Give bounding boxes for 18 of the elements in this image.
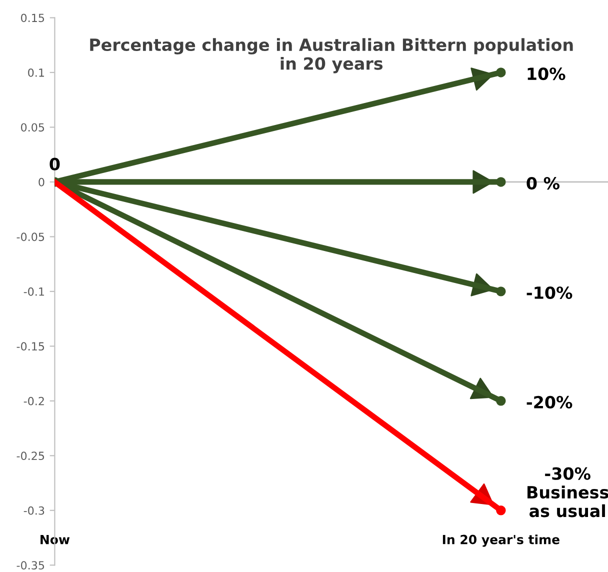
data-label: 0 % [526,176,560,190]
y-tick-label: -0.15 [16,342,44,351]
y-tick-label: 0.05 [20,123,44,132]
y-tick-label: -0.3 [24,506,44,515]
data-label: 0 [50,158,60,170]
x-tick-label: In 20 year's time [442,534,560,547]
y-tick-label: -0.05 [16,232,44,242]
data-label: -30% Business as usual [528,467,608,518]
y-tick-label: 0 [38,178,44,186]
y-tick-label: 0.1 [28,68,44,77]
y-tick-label: 0.15 [20,14,44,22]
data-label: -20% [526,396,572,409]
y-tick-label: -0.35 [16,561,44,570]
y-tick-label: -0.1 [24,287,44,296]
y-tick-label: -0.2 [24,396,44,406]
data-label: -10% [526,286,572,300]
y-tick-label: -0.25 [16,452,44,460]
x-tick-label: Now [40,534,70,544]
